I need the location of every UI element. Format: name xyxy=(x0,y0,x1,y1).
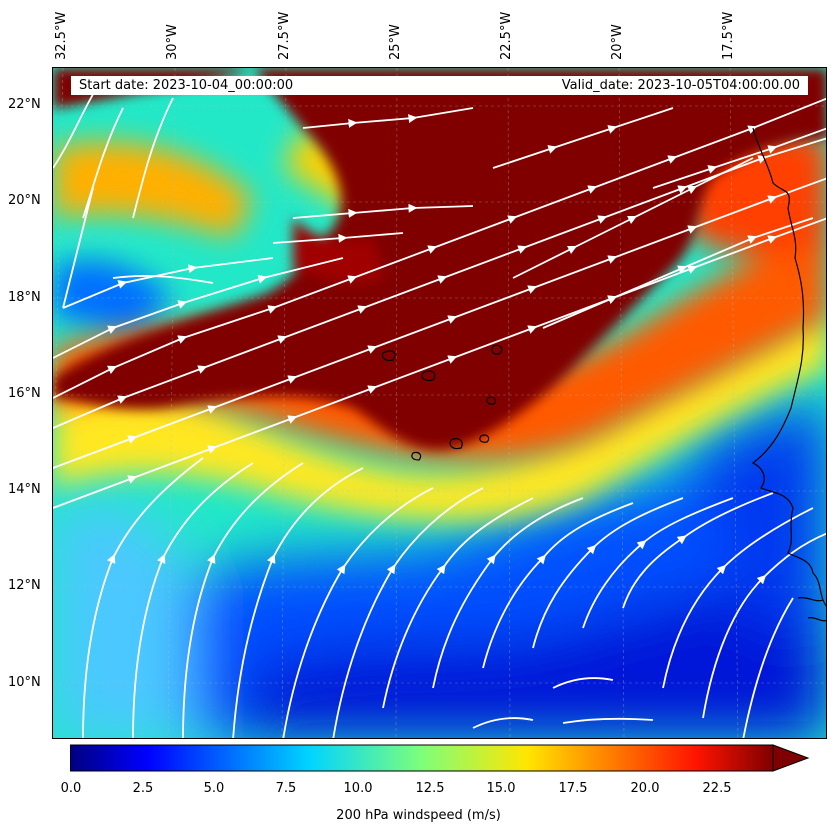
wind-streamlines xyxy=(53,77,826,738)
windspeed-map xyxy=(53,68,826,738)
colorbar-tick: 15.0 xyxy=(486,781,516,796)
colorbar-tick: 20.0 xyxy=(630,781,660,796)
lat-label: 10°N xyxy=(8,675,41,690)
lat-label: 22°N xyxy=(8,97,41,112)
date-info-box: Start date: 2023-10-04_00:00:00 Valid_da… xyxy=(71,76,808,95)
colorbar-tick: 5.0 xyxy=(203,781,225,796)
lon-label: 30°W xyxy=(165,24,180,60)
lon-label: 22.5°W xyxy=(499,11,514,60)
colorbar-label: 200 hPa windspeed (m/s) xyxy=(336,808,501,823)
colorbar-tick: 22.5 xyxy=(702,781,732,796)
lat-label: 14°N xyxy=(8,482,41,497)
lon-label: 20°W xyxy=(610,24,625,60)
valid-date-text: Valid_date: 2023-10-05T04:00:00.00 xyxy=(561,78,800,93)
start-date-text: Start date: 2023-10-04_00:00:00 xyxy=(79,78,294,93)
lon-label: 17.5°W xyxy=(721,11,736,60)
colorbar-tick: 10.0 xyxy=(343,781,373,796)
colorbar-tick: 12.5 xyxy=(415,781,445,796)
colorbar-tick: 7.5 xyxy=(275,781,297,796)
colorbar-tick: 2.5 xyxy=(132,781,154,796)
lat-label: 20°N xyxy=(8,193,41,208)
colorbar-extend-arrow xyxy=(772,744,810,772)
lat-label: 16°N xyxy=(8,386,41,401)
colorbar-gradient xyxy=(70,744,774,772)
coastlines xyxy=(381,127,826,622)
lon-label: 32.5°W xyxy=(54,11,69,60)
colorbar-tick: 0.0 xyxy=(60,781,82,796)
colorbar xyxy=(70,744,810,772)
lat-label: 12°N xyxy=(8,578,41,593)
lon-label: 25°W xyxy=(388,24,403,60)
lon-label: 27.5°W xyxy=(277,11,292,60)
colorbar-tick: 17.5 xyxy=(558,781,588,796)
map-panel xyxy=(52,67,827,739)
lat-label: 18°N xyxy=(8,290,41,305)
